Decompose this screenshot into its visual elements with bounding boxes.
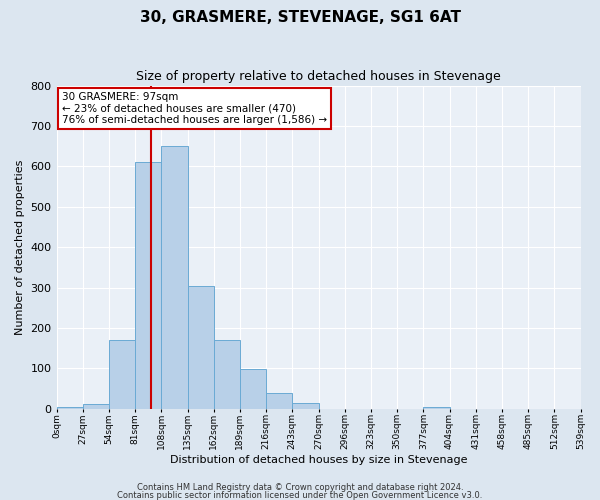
Bar [292, 403, 319, 409]
Bar [135, 162, 161, 409]
Bar [214, 340, 240, 409]
Y-axis label: Number of detached properties: Number of detached properties [15, 160, 25, 335]
Bar [424, 407, 449, 409]
Text: 30 GRASMERE: 97sqm
← 23% of detached houses are smaller (470)
76% of semi-detach: 30 GRASMERE: 97sqm ← 23% of detached hou… [62, 92, 327, 125]
Text: Contains HM Land Registry data © Crown copyright and database right 2024.: Contains HM Land Registry data © Crown c… [137, 484, 463, 492]
X-axis label: Distribution of detached houses by size in Stevenage: Distribution of detached houses by size … [170, 455, 467, 465]
Bar [83, 404, 109, 409]
Bar [240, 370, 266, 409]
Text: Contains public sector information licensed under the Open Government Licence v3: Contains public sector information licen… [118, 490, 482, 500]
Bar [266, 392, 292, 409]
Bar [109, 340, 135, 409]
Title: Size of property relative to detached houses in Stevenage: Size of property relative to detached ho… [136, 70, 501, 83]
Bar [161, 146, 188, 409]
Bar [56, 407, 83, 409]
Bar [188, 286, 214, 409]
Text: 30, GRASMERE, STEVENAGE, SG1 6AT: 30, GRASMERE, STEVENAGE, SG1 6AT [139, 10, 461, 25]
